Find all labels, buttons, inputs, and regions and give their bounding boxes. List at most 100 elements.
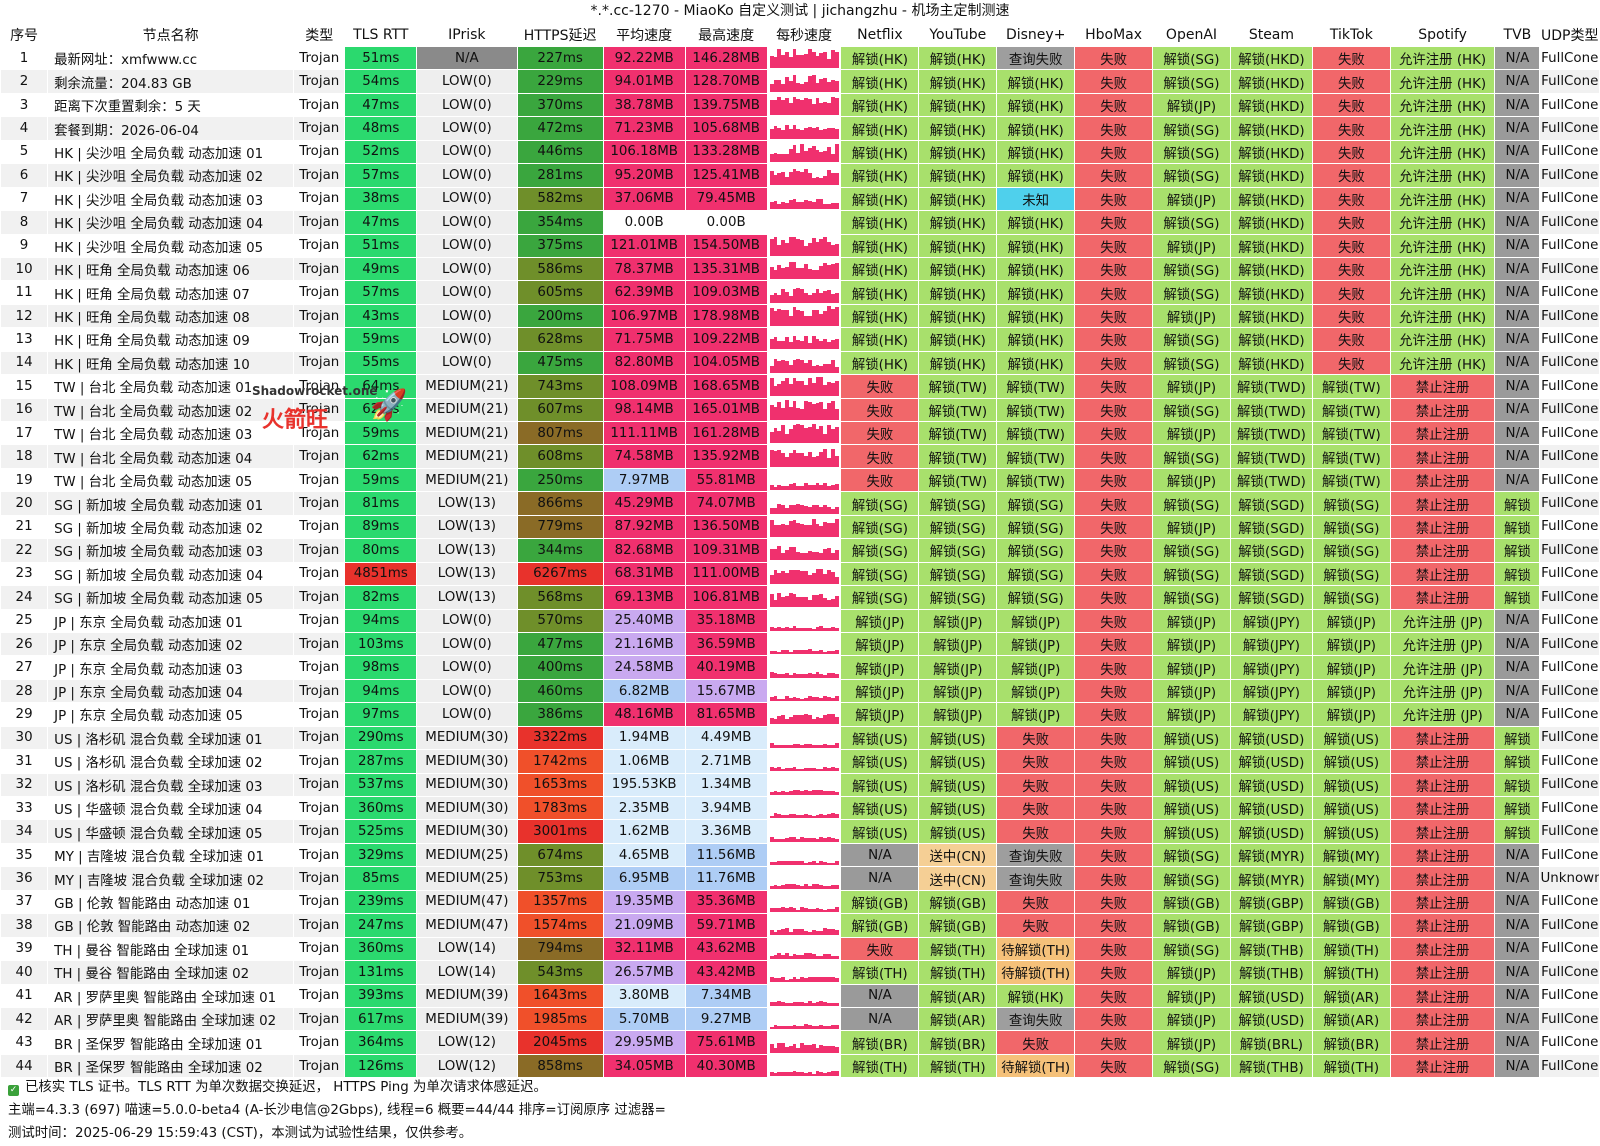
table-row[interactable]: 37 GB | 伦敦 智能路由 动态加速 01 Trojan 239ms MEDIUM(… [0, 889, 1600, 915]
max-speed: 3.94MB [684, 795, 768, 821]
table-row[interactable]: 6 HK | 尖沙咀 全局负载 动态加速 02 Trojan 57ms LOW(0) 28… [0, 163, 1600, 188]
table-row[interactable]: 29 JP | 东京 全局负载 动态加速 05 Trojan 97ms LOW(0) 38… [0, 702, 1600, 727]
table-row[interactable]: 24 SG | 新加坡 全局负载 动态加速 05 Trojan 82ms LOW(13)… [0, 585, 1600, 610]
netflix-status: 失败 [840, 467, 920, 493]
speed-bar [781, 55, 785, 69]
tiktok-status: 解锁(MY) [1311, 866, 1391, 891]
youtube-status: 解锁(TW) [918, 420, 998, 446]
col-header-tls-rtt[interactable]: TLS RTT [353, 26, 409, 43]
table-row[interactable]: 12 HK | 旺角 全局负载 动态加速 08 Trojan 43ms LOW(0) 20… [0, 303, 1600, 329]
table-row[interactable]: 3 距离下次重置剩余：5 天 Trojan 47ms LOW(0) 370ms 38.78M… [0, 92, 1600, 118]
col-header-youtube[interactable]: YouTube [929, 26, 987, 43]
col-header-disney[interactable]: Disney+ [1005, 26, 1066, 43]
col-header-spotify[interactable]: Spotify [1418, 26, 1467, 43]
table-row[interactable]: 11 HK | 旺角 全局负载 动态加速 07 Trojan 57ms LOW(0) 60… [0, 280, 1600, 305]
table-row[interactable]: 36 MY | 吉隆坡 混合负载 全球加速 02 Trojan 85ms MEDIUM(… [0, 866, 1600, 891]
tiktok-status: 解锁(JP) [1311, 655, 1391, 680]
table-row[interactable]: 34 US | 华盛顿 混合负载 全球加速 05 Trojan 525ms MEDIUM… [0, 819, 1600, 844]
col-header-index[interactable]: 序号 [10, 27, 39, 44]
col-header-hbomax[interactable]: HboMax [1085, 26, 1143, 43]
col-header-https-latency[interactable]: HTTPS延迟 [523, 27, 597, 44]
table-row[interactable]: 32 US | 洛杉矶 混合负载 全球加速 03 Trojan 537ms MEDIUM… [0, 772, 1600, 798]
table-row[interactable]: 21 SG | 新加坡 全局负载 动态加速 02 Trojan 89ms LOW(13)… [0, 514, 1600, 540]
speed-bar [792, 377, 797, 397]
table-row[interactable]: 1 最新网址：xmfwww.cc Trojan 51ms N/A 227ms 92.22MB… [0, 45, 1600, 71]
col-header-per-second-speed[interactable]: 每秒速度 [776, 27, 833, 44]
table-row[interactable]: 44 BR | 圣保罗 智能路由 全球加速 02 Trojan 126ms LOW(12… [0, 1053, 1600, 1079]
row-index: 4 [0, 116, 49, 141]
table-row[interactable]: 26 JP | 东京 全局负载 动态加速 02 Trojan 103ms LOW(0) 4… [0, 631, 1600, 657]
col-header-type[interactable]: 类型 [305, 27, 334, 44]
sparkline [768, 1009, 840, 1030]
speed-bar [804, 246, 808, 256]
col-header-steam[interactable]: Steam [1248, 26, 1295, 43]
table-row[interactable]: 16 TW | 台北 全局负载 动态加速 02 Trojan 62ms MEDIUM(2… [0, 397, 1600, 423]
col-header-avg-speed[interactable]: 平均速度 [616, 27, 673, 44]
node-type: Trojan [293, 256, 346, 282]
speed-bar [830, 484, 835, 491]
node-type: Trojan [293, 795, 346, 821]
node-name: US | 华盛顿 混合负载 全球加速 05 [47, 819, 295, 844]
table-row[interactable]: 28 JP | 东京 全局负载 动态加速 04 Trojan 94ms LOW(0) 46… [0, 678, 1600, 704]
table-row[interactable]: 9 HK | 尖沙咀 全局负载 动态加速 05 Trojan 51ms LOW(0) 37… [0, 233, 1600, 258]
udp-type: FullCone [1539, 631, 1600, 657]
table-row[interactable]: 19 TW | 台北 全局负载 动态加速 05 Trojan 59ms MEDIUM(2… [0, 467, 1600, 493]
speed-bar [781, 552, 785, 561]
speed-bar [804, 628, 808, 631]
table-row[interactable]: 17 TW | 台北 全局负载 动态加速 03 Trojan 59ms MEDIUM(2… [0, 420, 1600, 446]
speed-bar [815, 672, 820, 678]
table-row[interactable]: 41 AR | 罗萨里奥 智能路由 全球加速 01 Trojan 393ms MEDIU… [0, 983, 1600, 1008]
speed-bar [792, 449, 797, 467]
col-header-openai[interactable]: OpenAI [1165, 26, 1218, 43]
col-header-tvb[interactable]: TVB [1503, 26, 1532, 43]
table-row[interactable]: 40 TH | 曼谷 智能路由 全球加速 02 Trojan 131ms LOW(14)… [0, 960, 1600, 985]
table-row[interactable]: 2 剩余流量：204.83 GB Trojan 54ms LOW(0) 229ms 94.0… [0, 69, 1600, 94]
table-row[interactable]: 5 HK | 尖沙咀 全局负载 动态加速 01 Trojan 52ms LOW(0) 44… [0, 139, 1600, 165]
table-row[interactable]: 8 HK | 尖沙咀 全局负载 动态加速 04 Trojan 47ms LOW(0) 35… [0, 210, 1600, 235]
table-row[interactable]: 42 AR | 罗萨里奥 智能路由 全球加速 02 Trojan 617ms MEDIU… [0, 1006, 1600, 1032]
table-row[interactable]: 38 GB | 伦敦 智能路由 动态加速 02 Trojan 247ms MEDIUM(… [0, 913, 1600, 938]
speed-bar [781, 453, 785, 467]
col-header-iprisk[interactable]: IPrisk [448, 26, 486, 43]
col-header-netflix[interactable]: Netflix [857, 26, 903, 43]
table-row[interactable]: 35 MY | 吉隆坡 混合负载 全球加速 01 Trojan 329ms MEDIUM… [0, 842, 1600, 868]
speed-bar [792, 766, 797, 772]
speed-bar [773, 907, 778, 912]
hbo-status: 失败 [1074, 233, 1154, 258]
table-row[interactable]: 20 SG | 新加坡 全局负载 动态加速 01 Trojan 81ms LOW(13)… [0, 491, 1600, 516]
col-header-max-speed[interactable]: 最高速度 [698, 27, 755, 44]
tvb-status: 解锁 [1494, 725, 1541, 751]
table-row[interactable]: 31 US | 洛杉矶 混合负载 全球加速 02 Trojan 287ms MEDIUM… [0, 749, 1600, 774]
col-header-node-name[interactable]: 节点名称 [142, 27, 199, 44]
hbo-status: 失败 [1074, 749, 1154, 774]
table-row[interactable]: 27 JP | 东京 全局负载 动态加速 03 Trojan 98ms LOW(0) 40… [0, 655, 1600, 680]
table-row[interactable]: 23 SG | 新加坡 全局负载 动态加速 04 Trojan 4851ms LOW(1… [0, 561, 1600, 587]
node-name: US | 华盛顿 混合负载 全球加速 04 [47, 795, 295, 821]
table-row[interactable]: 13 HK | 旺角 全局负载 动态加速 09 Trojan 59ms LOW(0) 62… [0, 327, 1600, 352]
table-row[interactable]: 10 HK | 旺角 全局负载 动态加速 06 Trojan 49ms LOW(0) 58… [0, 256, 1600, 282]
max-speed: 178.98MB [684, 303, 768, 329]
table-row[interactable]: 15 TW | 台北 全局负载 动态加速 01 Trojan 64ms MEDIUM(2… [0, 374, 1600, 399]
speed-bar [811, 270, 816, 280]
col-header-udp-type[interactable]: UDP类型 [1540, 27, 1599, 44]
speed-bar [819, 198, 824, 209]
tiktok-status: 失败 [1311, 116, 1391, 141]
speed-bar [784, 400, 789, 420]
table-row[interactable]: 7 HK | 尖沙咀 全局负载 动态加速 03 Trojan 38ms LOW(0) 58… [0, 186, 1600, 212]
tls-rtt: 617ms [344, 1006, 418, 1032]
table-row[interactable]: 14 HK | 旺角 全局负载 动态加速 10 Trojan 55ms LOW(0) 47… [0, 350, 1600, 376]
table-row[interactable]: 30 US | 洛杉矶 混合负载 全球加速 01 Trojan 290ms MEDIUM… [0, 725, 1600, 751]
table-row[interactable]: 39 TH | 曼谷 智能路由 全球加速 01 Trojan 360ms LOW(14)… [0, 936, 1600, 962]
col-header-tiktok[interactable]: TikTok [1329, 26, 1373, 43]
speed-bar [784, 125, 789, 139]
speed-bar [792, 696, 797, 702]
speed-bar [804, 1072, 808, 1077]
speed-bar [788, 674, 793, 678]
table-row[interactable]: 22 SG | 新加坡 全局负载 动态加速 03 Trojan 80ms LOW(13)… [0, 538, 1600, 563]
speed-bar [823, 862, 828, 866]
table-row[interactable]: 4 套餐到期：2026-06-04 Trojan 48ms LOW(0) 472ms 71.… [0, 116, 1600, 141]
table-row[interactable]: 33 US | 华盛顿 混合负载 全球加速 04 Trojan 360ms MEDIUM… [0, 795, 1600, 821]
table-row[interactable]: 43 BR | 圣保罗 智能路由 全球加速 01 Trojan 364ms LOW(12… [0, 1030, 1600, 1055]
table-row[interactable]: 18 TW | 台北 全局负载 动态加速 04 Trojan 62ms MEDIUM(2… [0, 444, 1600, 469]
table-row[interactable]: 25 JP | 东京 全局负载 动态加速 01 Trojan 94ms LOW(0) 57… [0, 608, 1600, 633]
